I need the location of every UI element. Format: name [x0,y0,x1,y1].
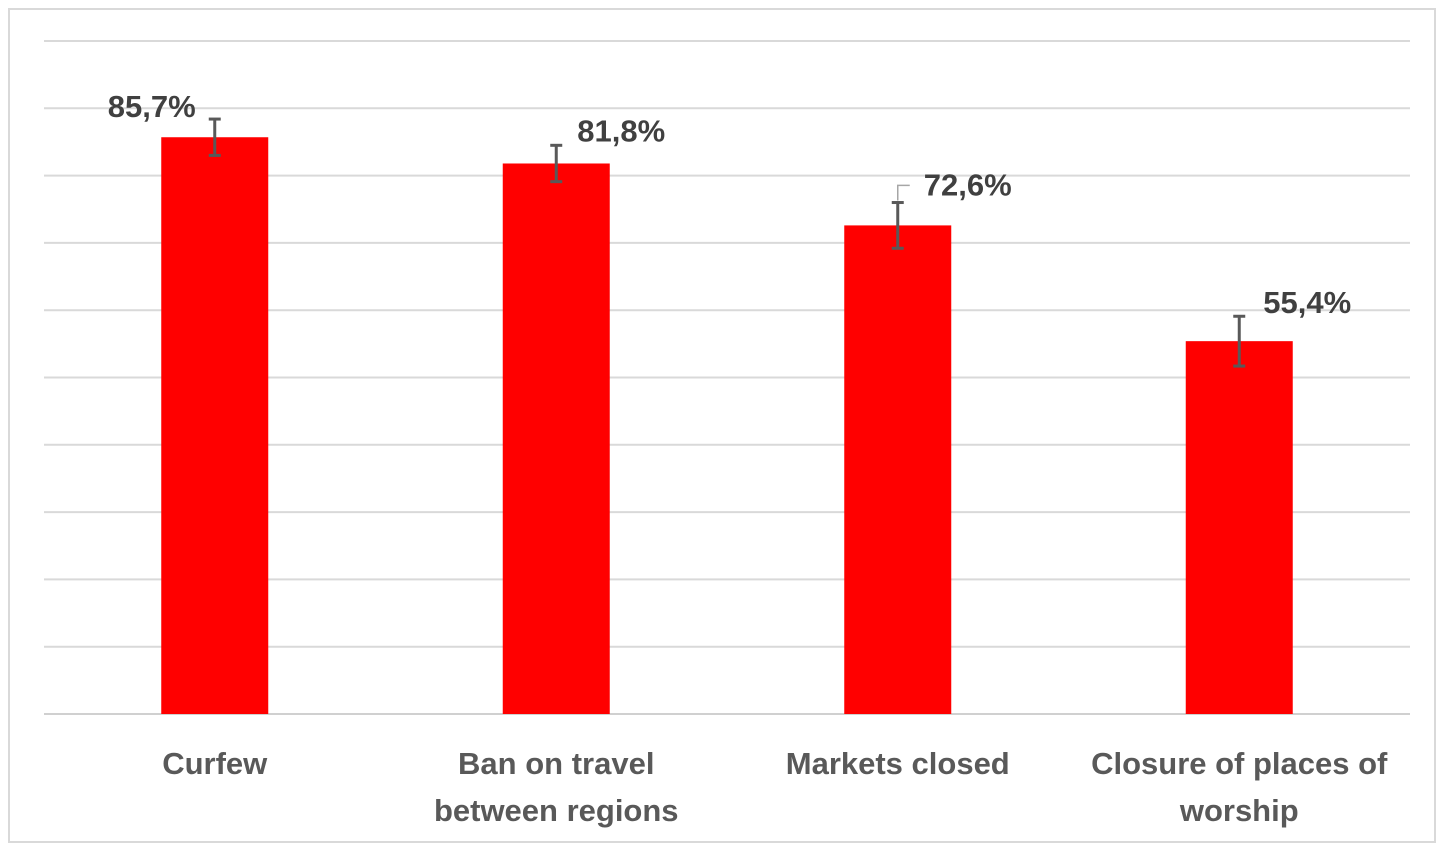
bar [161,137,268,714]
data-label: 55,4% [1263,285,1351,320]
category-label: Curfew [162,746,268,781]
category-label-line: Closure of places of [1091,746,1388,781]
data-label: 81,8% [577,113,665,148]
category-label: Closure of places of worship [1091,746,1388,828]
category-label-line: worship [1179,793,1299,828]
label-leader-line [898,185,910,200]
data-label: 85,7% [108,89,196,124]
category-label-line: Curfew [162,746,268,781]
data-labels: 85,7% 81,8% 72,6% 55,4% [108,89,1351,320]
category-label-line: between regions [434,793,679,828]
category-label-line: Ban on travel [458,746,654,781]
category-labels: Curfew Ban on travel between regions Market… [162,746,1388,828]
bar-chart: 85,7% 81,8% 72,6% 55,4% Curfew Ban on travel… [10,10,1438,845]
bar [503,163,610,714]
bar [1186,341,1293,714]
data-label: 72,6% [924,167,1012,202]
chart-frame: 85,7% 81,8% 72,6% 55,4% Curfew Ban on travel… [8,8,1436,843]
bars [161,137,1293,714]
category-label: Ban on travel between regions [434,746,679,828]
category-label: Markets closed [786,746,1010,781]
bar [844,225,951,714]
category-label-line: Markets closed [786,746,1010,781]
